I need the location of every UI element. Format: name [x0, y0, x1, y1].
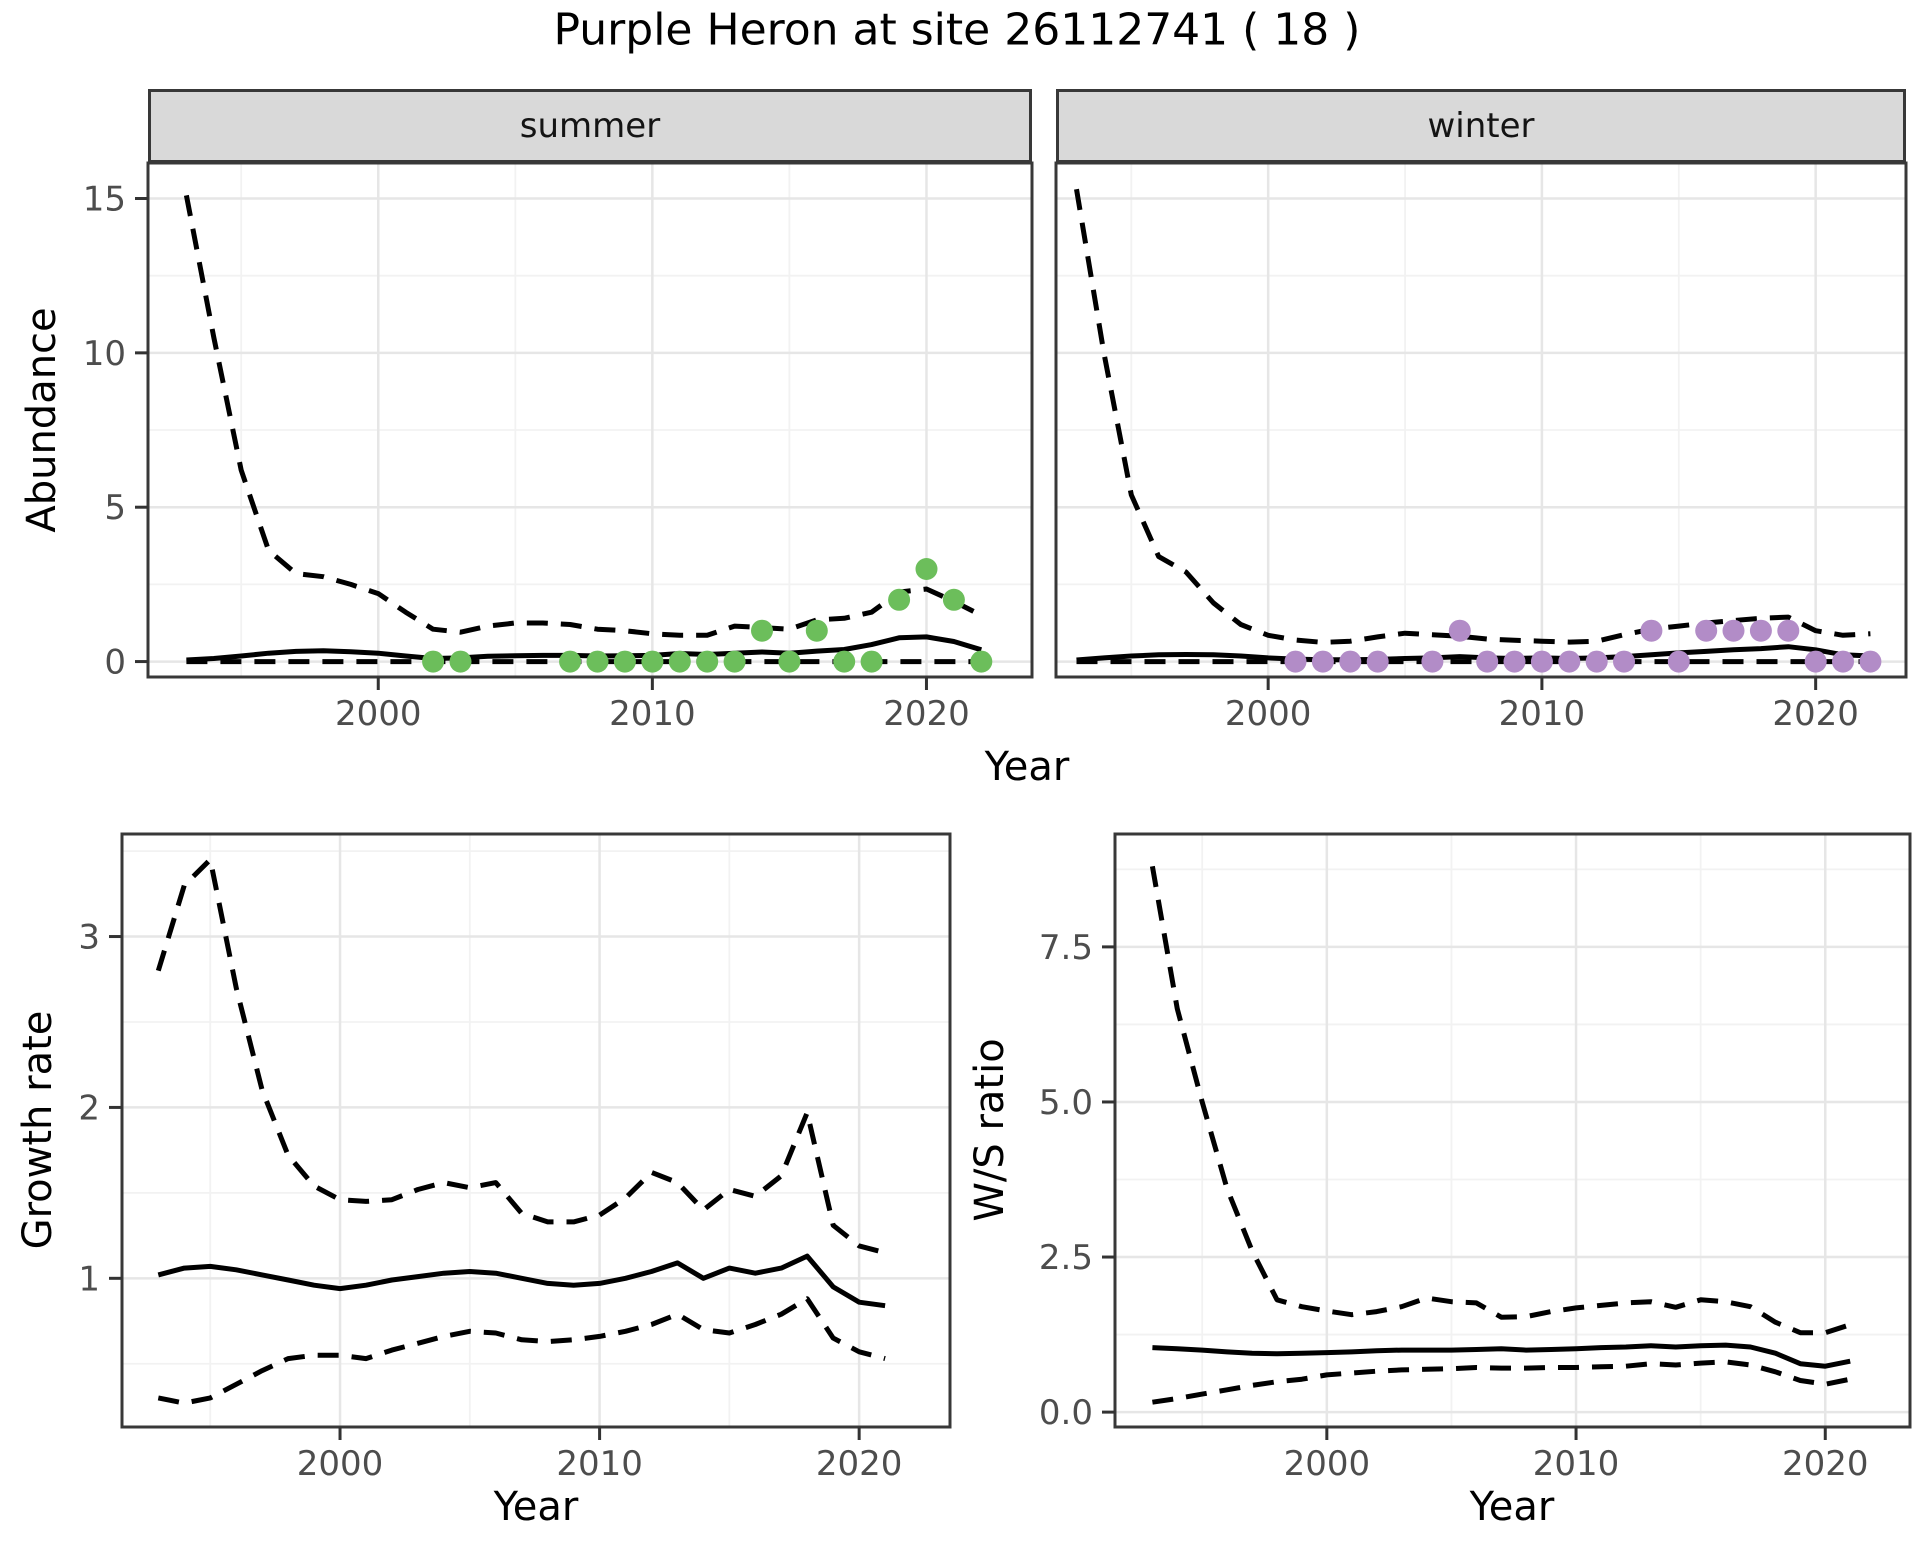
abundance-summer-data-point — [915, 558, 938, 580]
facet-strip-winter: winter — [1056, 89, 1906, 163]
y-tick-label: 5.0 — [1039, 1083, 1093, 1123]
abundance-winter-upper-95ci-line — [1074, 188, 1871, 645]
x-tick-label: 2020 — [883, 694, 970, 734]
abundance-summer-data-point — [860, 650, 883, 673]
abundance-summer-upper-95ci-line — [183, 194, 983, 638]
panel-border — [1113, 832, 1912, 1429]
x-tick-label: 2010 — [556, 1444, 643, 1484]
facet-label-summer: summer — [519, 106, 661, 146]
abundance-winter-data-point — [1476, 650, 1499, 673]
x-tick-label: 2010 — [1499, 694, 1586, 734]
abundance-winter-data-point — [1366, 650, 1389, 673]
ws-ratio-lower-95ci-line — [1152, 1359, 1851, 1405]
abundance-winter-data-point — [1558, 650, 1581, 673]
abundance-summer-data-point — [422, 650, 445, 673]
abundance-summer-data-point — [586, 650, 609, 673]
abundance-winter-data-point — [1448, 619, 1471, 642]
x-axis-title-year-top: Year — [984, 744, 1070, 790]
abundance-winter-data-point — [1722, 619, 1745, 642]
x-tick-label: 2000 — [1225, 694, 1312, 734]
facet-label-winter: winter — [1427, 106, 1535, 146]
abundance-summer-data-point — [696, 650, 719, 673]
panel-ws-ratio: 2000 2010 2020 0.0 2.5 5.0 7.5 — [1039, 832, 1912, 1484]
y-tick-label: 5 — [104, 488, 126, 528]
growth-rate-mean-line — [157, 1253, 886, 1309]
facet-strip-summer: summer — [148, 89, 1032, 163]
x-tick-label: 2020 — [816, 1444, 903, 1484]
abundance-summer-data-point — [641, 650, 664, 673]
panel-growth-rate: 2000 2010 2020 1 2 3 — [78, 832, 952, 1484]
abundance-winter-data-point — [1640, 619, 1663, 642]
abundance-winter-data-point — [1749, 619, 1772, 642]
abundance-winter-data-point — [1311, 650, 1334, 673]
y-tick-label: 2 — [78, 1088, 100, 1128]
x-axis-title-year-ws: Year — [1469, 1484, 1555, 1530]
y-axis-title-growth-rate: Growth rate — [15, 1010, 61, 1250]
abundance-summer-data-point — [723, 650, 746, 673]
y-axis-title-abundance: Abundance — [19, 307, 65, 533]
figure-title: Purple Heron at site 26112741 ( 18 ) — [553, 4, 1361, 56]
abundance-winter-data-point — [1859, 650, 1882, 673]
abundance-summer-data-point — [805, 619, 828, 642]
abundance-winter-data-point — [1585, 650, 1608, 673]
panel-abundance-summer: 2000 2010 2020 0 5 10 15 — [83, 161, 1034, 734]
abundance-summer-data-point — [778, 650, 801, 673]
abundance-summer-data-point — [942, 588, 965, 611]
abundance-winter-data-point — [1804, 650, 1827, 673]
y-tick-label: 1 — [78, 1259, 100, 1299]
y-tick-label: 10 — [83, 334, 126, 374]
y-tick-label: 0.0 — [1039, 1393, 1093, 1433]
y-axis-title-ws-ratio: W/S ratio — [967, 1038, 1013, 1222]
y-tick-label: 2.5 — [1039, 1238, 1093, 1278]
ws-ratio-upper-95ci-line — [1149, 865, 1851, 1336]
abundance-winter-data-point — [1530, 650, 1553, 673]
abundance-summer-mean-line — [186, 634, 983, 663]
x-tick-label: 2000 — [335, 694, 422, 734]
abundance-winter-data-point — [1832, 650, 1854, 673]
panel-abundance-winter: 2000 2010 2020 — [1054, 161, 1908, 734]
abundance-summer-data-point — [888, 588, 911, 611]
abundance-winter-data-point — [1421, 650, 1444, 673]
ws-ratio-mean-line — [1152, 1342, 1851, 1369]
abundance-summer-data-point — [613, 650, 636, 673]
panel-border — [1054, 161, 1908, 679]
abundance-winter-mean-line — [1076, 644, 1871, 663]
abundance-winter-data-point — [1284, 650, 1307, 673]
abundance-summer-data-point — [751, 619, 773, 642]
abundance-summer-data-point — [449, 650, 472, 673]
x-tick-label: 2000 — [297, 1444, 384, 1484]
abundance-winter-data-point — [1695, 619, 1718, 642]
abundance-winter-data-point — [1503, 650, 1526, 673]
abundance-winter-data-point — [1613, 650, 1635, 673]
x-tick-label: 2020 — [1772, 694, 1859, 734]
abundance-summer-data-point — [970, 650, 993, 673]
growth-rate-lower-95ci-line — [157, 1296, 886, 1406]
y-tick-label: 0 — [104, 643, 126, 683]
panel-border — [120, 832, 952, 1429]
abundance-winter-data-point — [1777, 619, 1800, 642]
x-tick-label: 2020 — [1782, 1444, 1869, 1484]
abundance-summer-data-point — [668, 650, 691, 673]
y-tick-label: 7.5 — [1039, 928, 1093, 968]
y-tick-label: 15 — [83, 180, 126, 220]
abundance-summer-data-point — [559, 650, 582, 673]
abundance-summer-data-point — [833, 650, 856, 673]
x-tick-label: 2010 — [609, 694, 696, 734]
panel-border — [146, 161, 1034, 679]
y-tick-label: 3 — [78, 918, 100, 958]
abundance-winter-data-point — [1339, 650, 1362, 673]
x-tick-label: 2010 — [1533, 1444, 1620, 1484]
growth-rate-upper-95ci-line — [155, 857, 886, 1256]
x-tick-label: 2000 — [1284, 1444, 1371, 1484]
x-axis-title-year-growth: Year — [493, 1484, 579, 1530]
abundance-winter-data-point — [1667, 650, 1690, 673]
